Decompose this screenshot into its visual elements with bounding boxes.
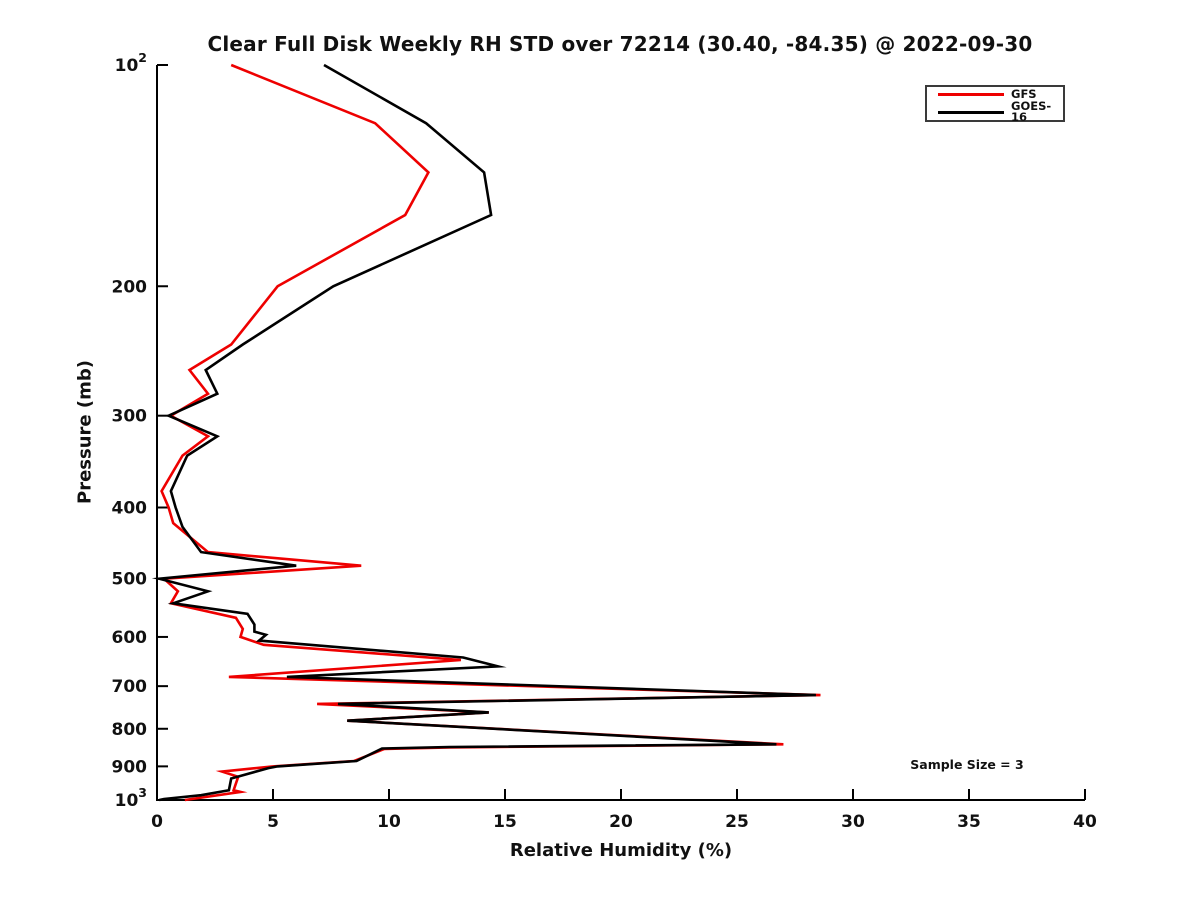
gfs-line <box>160 63 821 802</box>
goes16-line <box>151 63 816 802</box>
legend-box: GFS GOES-16 <box>925 85 1065 124</box>
y-tick-label: 102 <box>115 50 147 76</box>
x-tick-label: 20 <box>609 812 633 832</box>
y-tick-label: 800 <box>112 720 148 740</box>
legend-entry-gfs: GFS <box>938 87 1063 101</box>
x-tick-label: 35 <box>957 812 981 832</box>
y-tick-label: 700 <box>112 677 148 697</box>
y-tick-label: 500 <box>112 570 148 590</box>
x-tick-label: 30 <box>841 812 865 832</box>
y-tick-label: 400 <box>112 499 148 519</box>
y-axis-label: Pressure (mb) <box>74 360 96 504</box>
legend-label-goes16: GOES-16 <box>1011 98 1052 124</box>
x-tick-label: 5 <box>267 812 279 832</box>
y-tick-label: 103 <box>115 785 147 811</box>
y-tick-label: 600 <box>112 628 148 648</box>
sample-size-annotation: Sample Size = 3 <box>910 757 1024 772</box>
x-tick-label: 40 <box>1073 812 1097 832</box>
x-axis-label: Relative Humidity (%) <box>509 840 733 861</box>
x-tick-label: 25 <box>725 812 749 832</box>
x-tick-label: 0 <box>151 812 163 832</box>
gfs-line-swatch <box>938 93 1004 97</box>
x-tick-label: 15 <box>493 812 517 832</box>
y-tick-label: 200 <box>112 277 148 297</box>
legend-label-gfs: GFS <box>1011 87 1037 101</box>
y-tick-label: 300 <box>112 407 148 427</box>
goes16-line-swatch <box>938 110 1004 114</box>
legend-entry-goes16: GOES-16 <box>938 98 1063 124</box>
y-tick-label: 900 <box>112 757 148 777</box>
x-tick-label: 10 <box>377 812 401 832</box>
chart-title: Clear Full Disk Weekly RH STD over 72214… <box>207 32 1033 56</box>
